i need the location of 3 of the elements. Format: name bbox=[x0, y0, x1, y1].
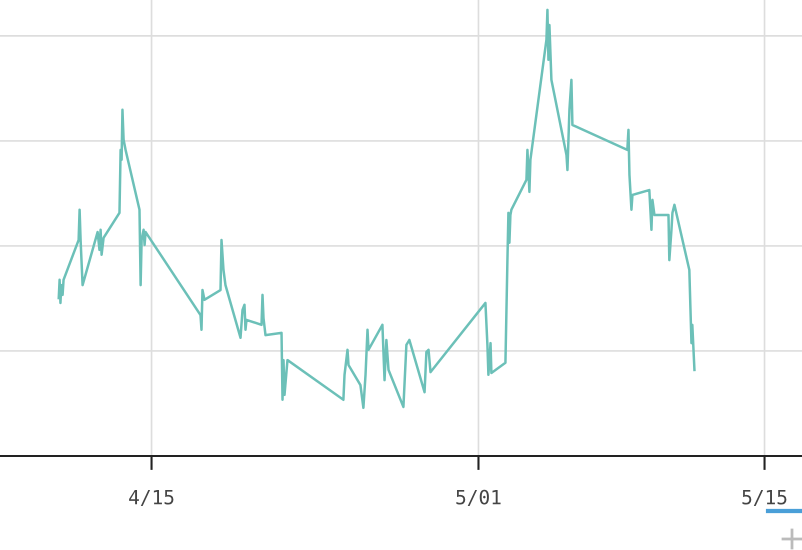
x-tick-label: 4/15 bbox=[129, 490, 174, 506]
x-tick-label: 5/15 bbox=[742, 490, 786, 506]
x-tick-label: 5/01 bbox=[456, 490, 501, 506]
